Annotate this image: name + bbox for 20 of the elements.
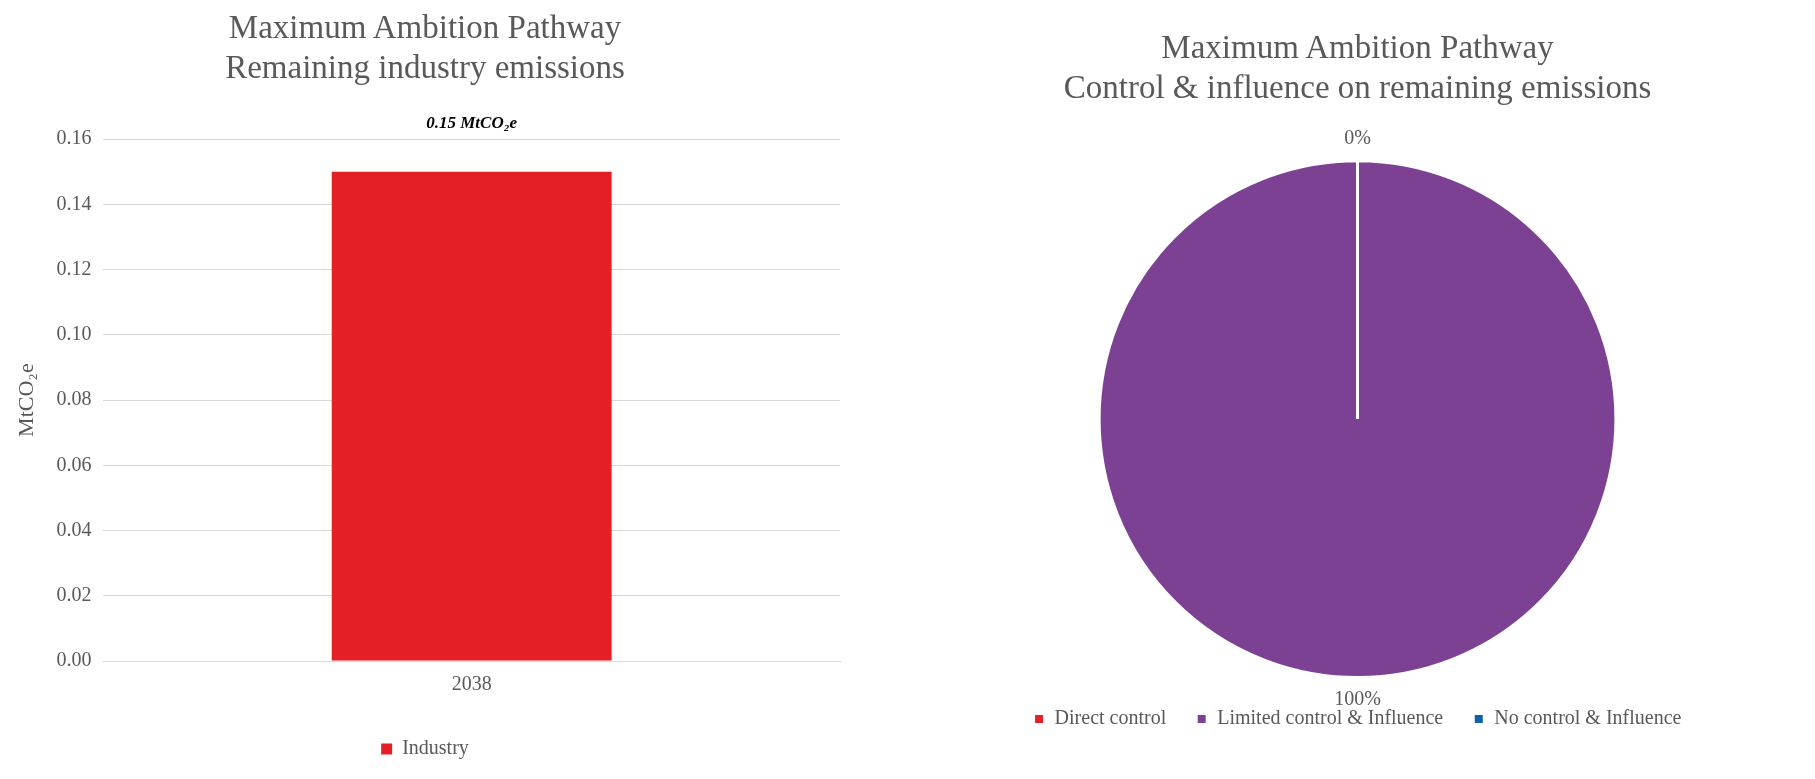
chart-title: Maximum Ambition Pathway Remaining industry emissions — [225, 9, 625, 86]
legend-label: Limited control & Influence — [1217, 706, 1444, 729]
x-tick-label: 2038 — [451, 672, 492, 695]
y-tick-label: 0.02 — [56, 583, 92, 606]
legend-label: No control & Influence — [1494, 706, 1682, 729]
legend-label: Industry — [402, 736, 469, 760]
y-tick-label: 0.06 — [56, 452, 92, 475]
y-tick-label: 0.04 — [56, 517, 92, 540]
data-label: 100% — [1334, 686, 1381, 709]
text: 0% — [1344, 125, 1371, 148]
y-axis-title: MtCO₂e — [12, 363, 38, 437]
y-tick-label: 0.16 — [56, 126, 92, 149]
y-tick-label: 0.08 — [56, 387, 92, 410]
chart-title: Maximum Ambition Pathway Control & influence on remaining emissions — [1063, 29, 1652, 106]
y-tick-label: 0.12 — [56, 256, 92, 279]
legend-label: Direct control — [1054, 706, 1167, 729]
y-tick-label: 0.00 — [56, 648, 92, 671]
y-tick-label: 0.10 — [56, 322, 92, 345]
y-tick-label: 0.14 — [56, 191, 92, 214]
text: 0.15 MtCO₂e — [426, 112, 518, 132]
